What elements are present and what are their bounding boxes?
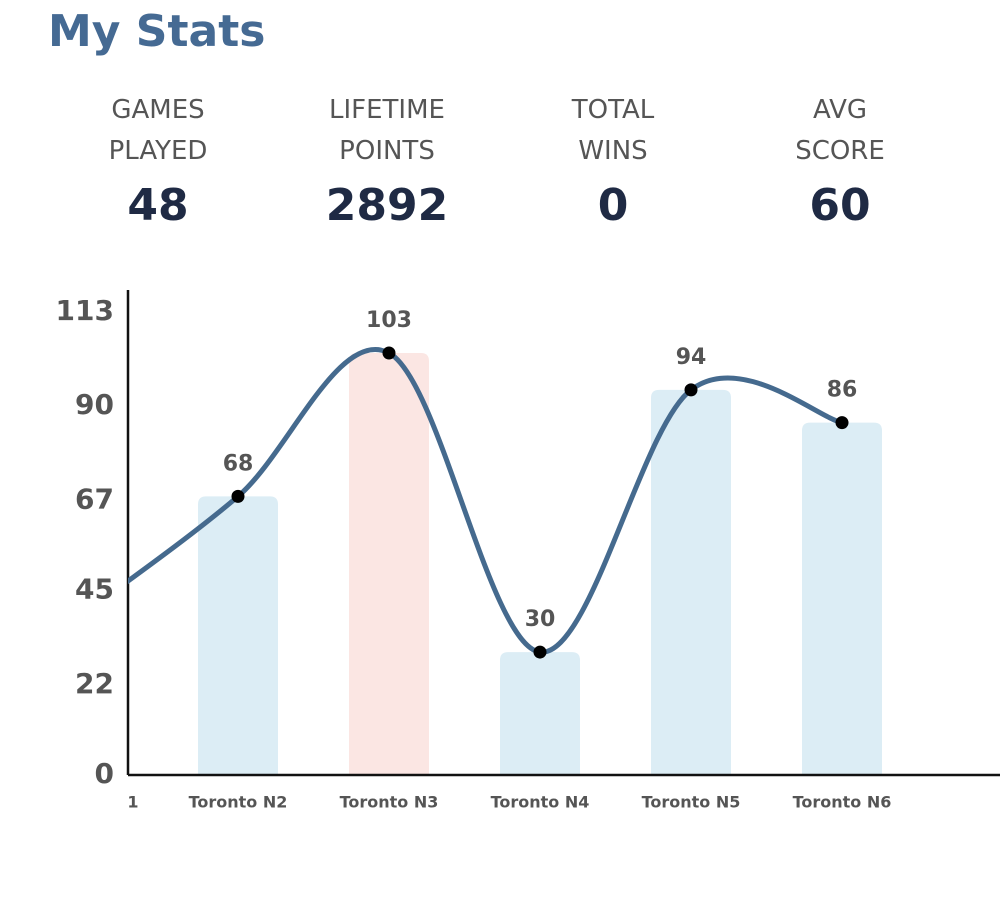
y-tick-label: 67 <box>75 482 114 515</box>
stat-label-line: PLAYED <box>109 136 208 166</box>
y-tick-label: 90 <box>75 388 114 421</box>
point <box>684 383 698 397</box>
page-title: My Stats <box>48 6 265 57</box>
point <box>533 645 547 659</box>
stat-label: TOTAL WINS <box>571 95 655 166</box>
x-tick-label: Toronto N2 <box>189 793 288 812</box>
value-label: 86 <box>827 378 858 403</box>
value-label: 103 <box>366 308 412 333</box>
point <box>231 489 245 503</box>
point <box>81 605 94 618</box>
stat-value: 48 <box>127 180 188 231</box>
stat-label: AVG SCORE <box>795 95 885 166</box>
x-tick-label: Toronto N6 <box>793 793 892 812</box>
x-tick-label: Toronto N4 <box>491 793 590 812</box>
x-tick-label: 1 <box>127 793 138 812</box>
bar <box>198 496 278 775</box>
y-tick-label: 22 <box>75 667 114 700</box>
value-label: 68 <box>223 451 254 476</box>
point <box>382 346 396 360</box>
stat-label-line: TOTAL <box>571 95 655 125</box>
bar <box>349 352 429 775</box>
y-tick-label: 0 <box>95 757 114 790</box>
point <box>835 416 849 430</box>
stat-label: GAMES PLAYED <box>109 95 208 166</box>
stat-value: 0 <box>598 180 629 231</box>
stat-label-line: WINS <box>578 136 647 166</box>
stat-label-line: GAMES <box>111 95 204 125</box>
stat-label-line: AVG <box>813 95 867 125</box>
stat-value: 2892 <box>326 180 448 231</box>
value-label: 94 <box>676 345 707 370</box>
value-label: 30 <box>525 607 556 632</box>
bar <box>500 652 580 775</box>
stat-label: LIFETIME POINTS <box>329 95 445 166</box>
stat-label-line: POINTS <box>339 136 435 166</box>
x-tick-label: Toronto N3 <box>340 793 439 812</box>
bar <box>802 422 882 775</box>
y-tick-label: 113 <box>56 294 114 327</box>
stat-label-line: LIFETIME <box>329 95 445 125</box>
y-tick-label: 45 <box>75 573 114 606</box>
stat-label-line: SCORE <box>795 136 885 166</box>
x-tick-label: Toronto N5 <box>642 793 741 812</box>
bar <box>651 389 731 775</box>
stat-value: 60 <box>809 180 870 231</box>
